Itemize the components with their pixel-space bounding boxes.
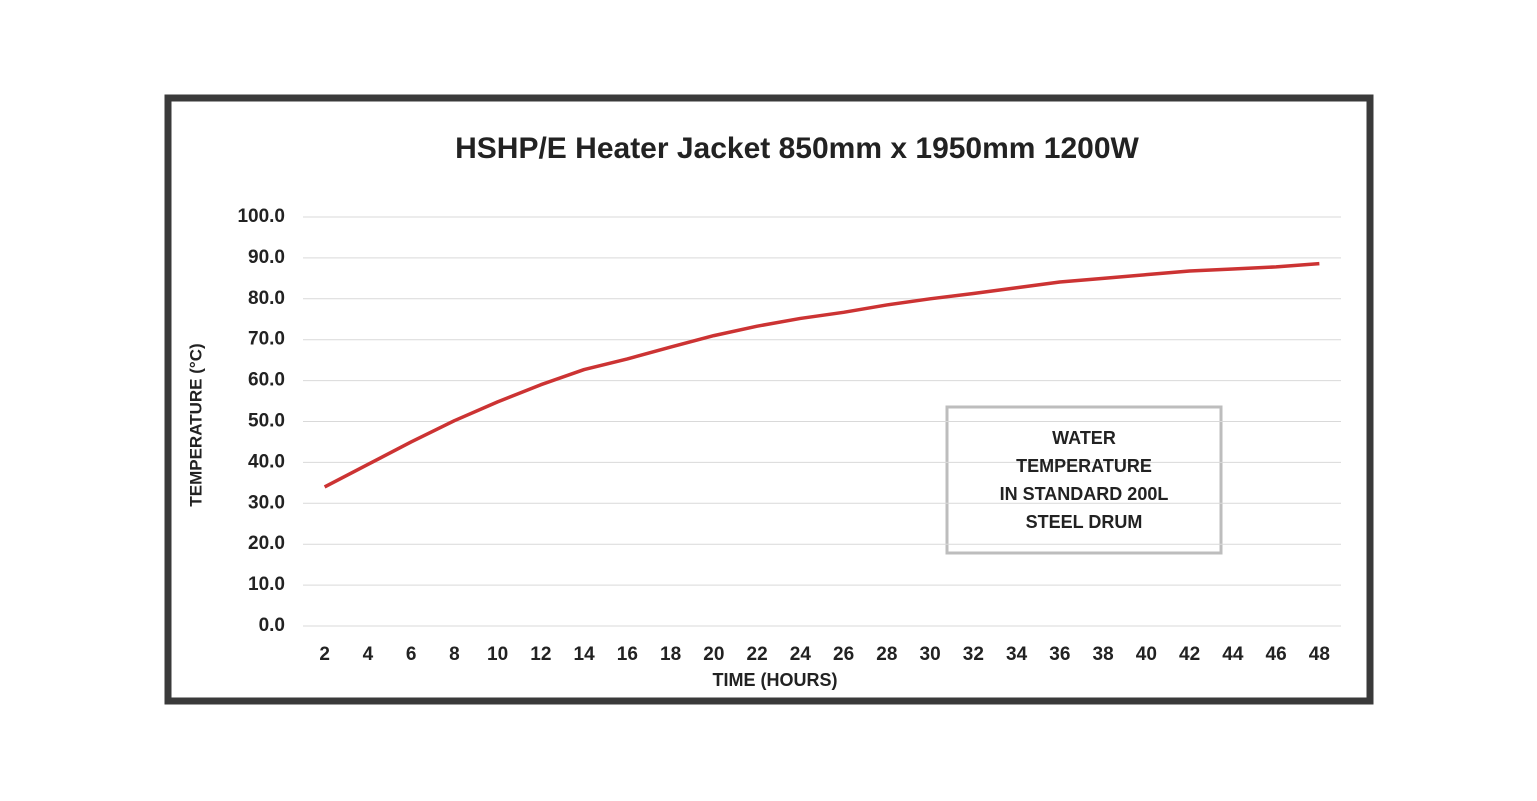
x-tick-label: 24 (790, 644, 812, 665)
x-axis-label: TIME (HOURS) (713, 670, 838, 690)
y-tick-label: 80.0 (248, 288, 285, 309)
x-tick-label: 48 (1309, 644, 1330, 665)
x-tick-label: 10 (487, 644, 508, 665)
y-tick-label: 10.0 (248, 574, 285, 595)
chart-frame (164, 94, 1374, 705)
x-tick-label: 46 (1266, 644, 1287, 665)
x-tick-label: 2 (319, 644, 330, 665)
y-tick-label: 0.0 (259, 615, 285, 636)
x-tick-label: 40 (1136, 644, 1157, 665)
x-tick-label: 14 (574, 644, 596, 665)
y-tick-label: 100.0 (237, 206, 285, 227)
y-tick-label: 40.0 (248, 451, 285, 472)
x-tick-label: 4 (363, 644, 374, 665)
chart-title: HSHP/E Heater Jacket 850mm x 1950mm 1200… (455, 132, 1139, 165)
x-tick-label: 44 (1222, 644, 1244, 665)
y-tick-label: 30.0 (248, 492, 285, 513)
x-tick-label: 30 (920, 644, 941, 665)
y-tick-label: 50.0 (248, 411, 285, 432)
x-tick-label: 32 (963, 644, 984, 665)
x-tick-label: 42 (1179, 644, 1200, 665)
x-tick-label: 22 (747, 644, 768, 665)
x-tick-label: 36 (1049, 644, 1070, 665)
annotation-text: STEEL DRUM (1026, 512, 1143, 532)
x-tick-label: 26 (833, 644, 854, 665)
x-tick-label: 8 (449, 644, 460, 665)
annotation-box (945, 405, 1223, 555)
annotation-text: WATER (1052, 428, 1116, 448)
y-tick-label: 20.0 (248, 533, 285, 554)
x-tick-label: 28 (876, 644, 897, 665)
y-tick-label: 90.0 (248, 247, 285, 268)
y-tick-label: 70.0 (248, 329, 285, 350)
annotation-text: IN STANDARD 200L (1000, 484, 1169, 504)
x-tick-label: 38 (1093, 644, 1114, 665)
x-tick-label: 12 (530, 644, 551, 665)
x-tick-label: 34 (1006, 644, 1028, 665)
x-tick-label: 6 (406, 644, 417, 665)
annotation-text: TEMPERATURE (1016, 456, 1152, 476)
y-axis-label: TEMPERATURE (°C) (186, 343, 205, 506)
x-tick-label: 20 (703, 644, 724, 665)
y-tick-label: 60.0 (248, 370, 285, 391)
x-tick-label: 18 (660, 644, 681, 665)
x-tick-label: 16 (617, 644, 638, 665)
data-line (323, 261, 1320, 489)
